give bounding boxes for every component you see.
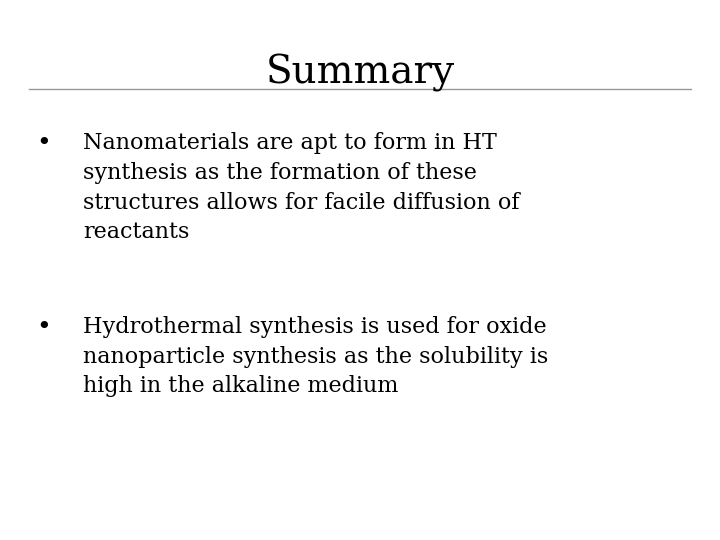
Text: Hydrothermal synthesis is used for oxide
nanoparticle synthesis as the solubilit: Hydrothermal synthesis is used for oxide… <box>83 316 548 397</box>
Text: Nanomaterials are apt to form in HT
synthesis as the formation of these
structur: Nanomaterials are apt to form in HT synt… <box>83 132 519 243</box>
Text: •: • <box>36 132 50 156</box>
Text: Summary: Summary <box>266 54 454 92</box>
Text: •: • <box>36 316 50 339</box>
